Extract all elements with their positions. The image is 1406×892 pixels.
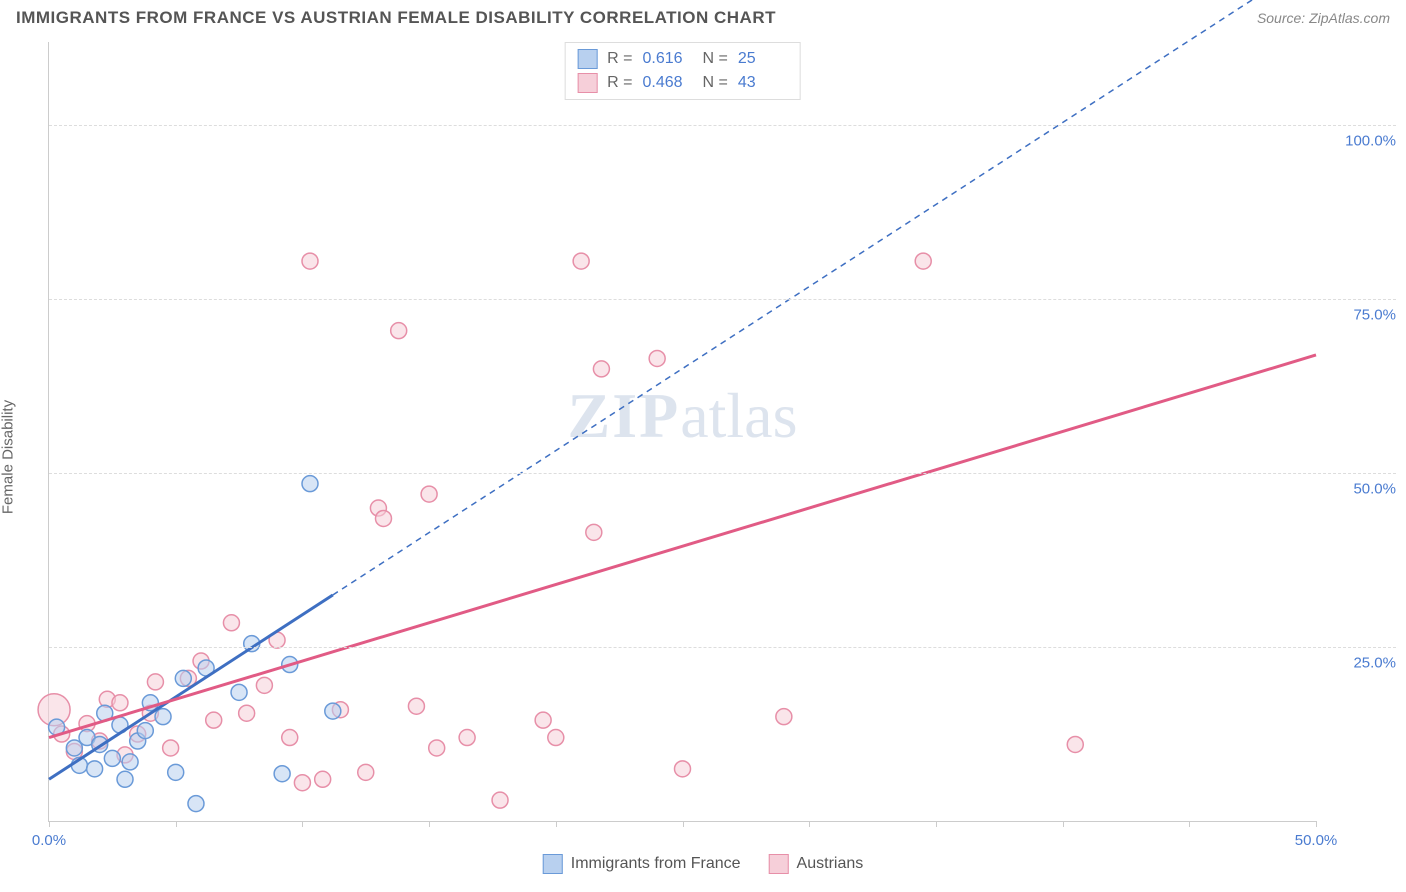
data-point — [302, 476, 318, 492]
data-point — [206, 712, 222, 728]
xtick — [1063, 821, 1064, 827]
plot-area: ZIPatlas R = 0.616 N = 25 R = 0.468 N = … — [48, 42, 1316, 822]
gridline — [49, 125, 1396, 126]
xtick — [302, 821, 303, 827]
swatch-france — [577, 49, 597, 69]
xtick-label: 0.0% — [32, 832, 66, 849]
xtick — [936, 821, 937, 827]
swatch-france-icon — [543, 854, 563, 874]
source-name: ZipAtlas.com — [1309, 10, 1390, 26]
data-point — [155, 709, 171, 725]
trendline — [49, 355, 1316, 738]
chart-container: Female Disability ZIPatlas R = 0.616 N =… — [0, 32, 1406, 882]
data-point — [117, 771, 133, 787]
data-point — [649, 350, 665, 366]
r-value-france: 0.616 — [643, 50, 693, 68]
data-point — [573, 253, 589, 269]
data-point — [104, 750, 120, 766]
legend-row-france: R = 0.616 N = 25 — [577, 47, 788, 71]
ytick-label: 50.0% — [1326, 481, 1396, 498]
data-point — [87, 761, 103, 777]
data-point — [391, 323, 407, 339]
xtick — [176, 821, 177, 827]
xtick-label: 50.0% — [1295, 832, 1338, 849]
data-point — [915, 253, 931, 269]
data-point — [239, 705, 255, 721]
data-point — [163, 740, 179, 756]
data-point — [593, 361, 609, 377]
data-point — [375, 510, 391, 526]
legend-row-austrians: R = 0.468 N = 43 — [577, 71, 788, 95]
ytick-label: 25.0% — [1326, 655, 1396, 672]
plot-svg — [49, 42, 1316, 821]
data-point — [776, 709, 792, 725]
gridline — [49, 299, 1396, 300]
data-point — [122, 754, 138, 770]
gridline — [49, 647, 1396, 648]
data-point — [256, 677, 272, 693]
data-point — [1067, 736, 1083, 752]
xtick — [1316, 821, 1317, 827]
data-point — [429, 740, 445, 756]
legend-item-france: Immigrants from France — [543, 854, 741, 874]
data-point — [231, 684, 247, 700]
xtick — [49, 821, 50, 827]
data-point — [274, 766, 290, 782]
xtick — [809, 821, 810, 827]
r-value-austrians: 0.468 — [643, 74, 693, 92]
data-point — [548, 730, 564, 746]
swatch-austrians — [577, 73, 597, 93]
data-point — [459, 730, 475, 746]
data-point — [586, 524, 602, 540]
xtick — [1189, 821, 1190, 827]
data-point — [147, 674, 163, 690]
gridline — [49, 473, 1396, 474]
n-value-france: 25 — [738, 50, 788, 68]
y-axis-label: Female Disability — [0, 400, 17, 514]
data-point — [315, 771, 331, 787]
data-point — [492, 792, 508, 808]
source-label: Source: — [1257, 10, 1309, 26]
trendline — [49, 595, 333, 779]
data-point — [168, 764, 184, 780]
xtick — [683, 821, 684, 827]
data-point — [223, 615, 239, 631]
data-point — [175, 670, 191, 686]
xtick — [429, 821, 430, 827]
data-point — [358, 764, 374, 780]
swatch-austrians-icon — [769, 854, 789, 874]
data-point — [302, 253, 318, 269]
source-attribution: Source: ZipAtlas.com — [1257, 10, 1390, 26]
ytick-label: 75.0% — [1326, 307, 1396, 324]
data-point — [675, 761, 691, 777]
chart-title: IMMIGRANTS FROM FRANCE VS AUSTRIAN FEMAL… — [16, 8, 776, 28]
data-point — [188, 796, 204, 812]
legend-stats: R = 0.616 N = 25 R = 0.468 N = 43 — [564, 42, 801, 100]
data-point — [137, 723, 153, 739]
r-label: R = — [607, 50, 632, 68]
legend-label-austrians: Austrians — [797, 855, 864, 873]
n-label: N = — [703, 50, 728, 68]
data-point — [325, 703, 341, 719]
ytick-label: 100.0% — [1326, 133, 1396, 150]
legend-label-france: Immigrants from France — [571, 855, 741, 873]
data-point — [112, 695, 128, 711]
data-point — [535, 712, 551, 728]
data-point — [294, 775, 310, 791]
data-point — [282, 730, 298, 746]
trendline — [333, 0, 1316, 595]
r-label-2: R = — [607, 74, 632, 92]
legend-series: Immigrants from France Austrians — [543, 854, 864, 874]
data-point — [408, 698, 424, 714]
n-label-2: N = — [703, 74, 728, 92]
n-value-austrians: 43 — [738, 74, 788, 92]
data-point — [421, 486, 437, 502]
xtick — [556, 821, 557, 827]
legend-item-austrians: Austrians — [769, 854, 864, 874]
